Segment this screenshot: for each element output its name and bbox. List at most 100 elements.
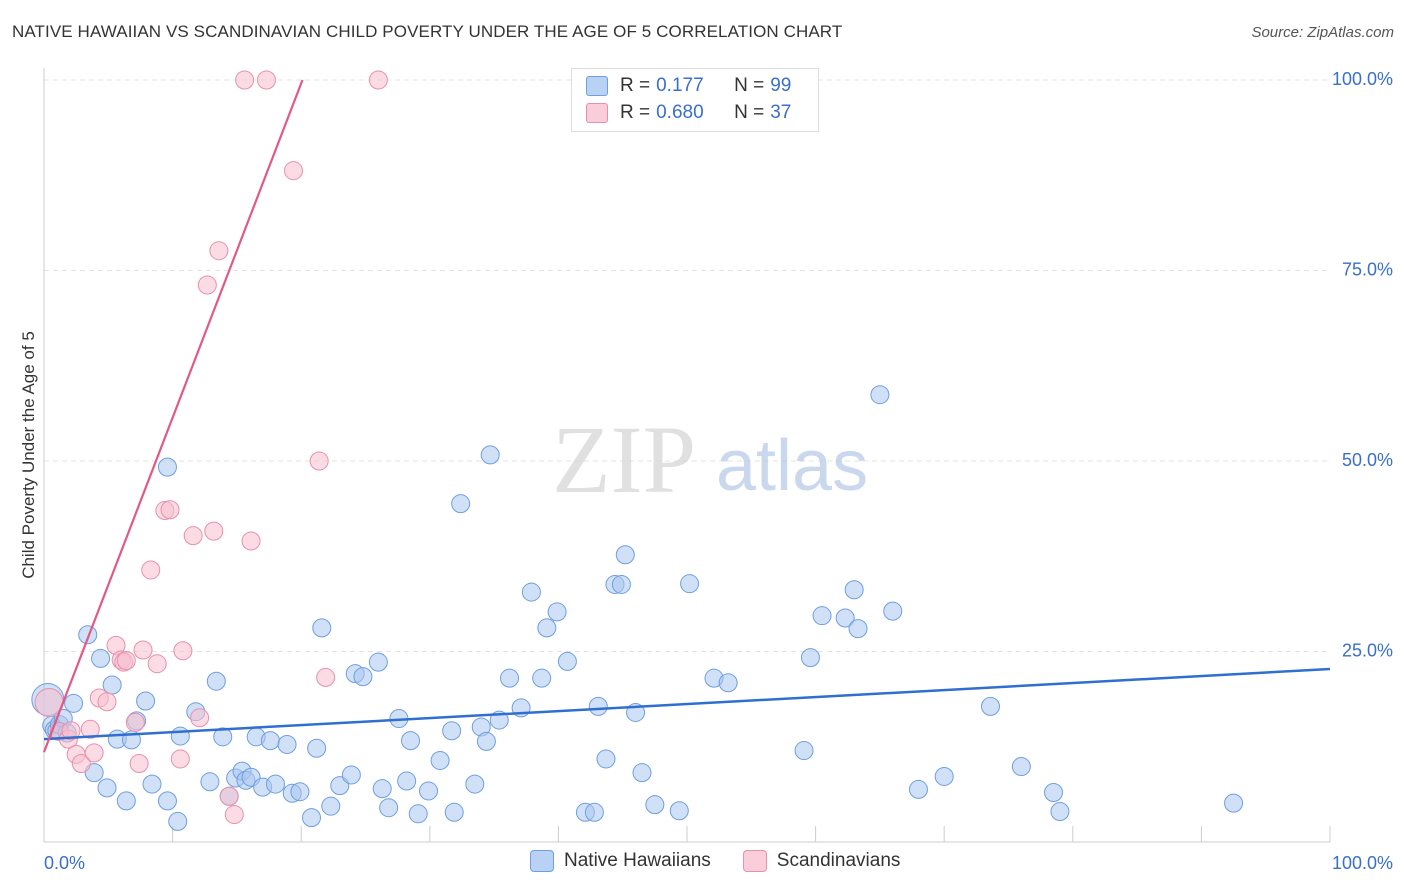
y-axis-label: Child Poverty Under the Age of 5: [19, 331, 38, 579]
data-point-scandinavian: [80, 719, 100, 739]
legend-r-label: R =: [620, 75, 651, 96]
data-point-scandinavian: [160, 500, 180, 520]
data-point-native-hawaiian: [430, 750, 450, 770]
legend-n-value: 99: [770, 75, 792, 96]
data-point-scandinavian: [241, 531, 261, 551]
data-point-native-hawaiian: [200, 772, 220, 792]
data-point-native-hawaiian: [157, 791, 177, 811]
trend-line-scandinavians: [42, 79, 304, 753]
legend-row-scandinavians: R = 0.680 N = 37: [586, 101, 791, 125]
data-point-native-hawaiian: [596, 749, 616, 769]
data-point-native-hawaiian: [632, 763, 652, 783]
data-point-native-hawaiian: [397, 771, 417, 791]
data-point-native-hawaiian: [97, 778, 117, 798]
data-point-scandinavian: [133, 640, 153, 660]
data-point-native-hawaiian: [312, 618, 332, 638]
data-point-native-hawaiian: [307, 738, 327, 758]
gridlines: [44, 79, 1330, 652]
data-point-scandinavian: [141, 560, 161, 580]
data-point-native-hawaiian: [1044, 782, 1064, 802]
legend-r-value: 0.177: [656, 75, 704, 96]
data-point-native-hawaiian: [341, 765, 361, 785]
data-point-native-hawaiian: [260, 731, 280, 751]
data-point-scandinavian: [309, 451, 329, 471]
data-point-native-hawaiian: [800, 648, 820, 668]
data-point-native-hawaiian: [465, 774, 485, 794]
data-point-scandinavian: [316, 667, 336, 687]
data-point-native-hawaiian: [934, 766, 954, 786]
data-point-native-hawaiian: [848, 619, 868, 639]
y-tick-label: 50.0%: [1342, 450, 1393, 470]
data-point-native-hawaiian: [277, 734, 297, 754]
legend-row-native-hawaiians: R = 0.177 N = 99: [586, 74, 791, 98]
data-point-native-hawaiian: [1011, 757, 1031, 777]
data-point-scandinavian: [147, 654, 167, 674]
data-point-native-hawaiian: [680, 574, 700, 594]
data-point-native-hawaiian: [353, 667, 373, 687]
data-point-native-hawaiian: [442, 721, 462, 741]
data-point-scandinavian: [256, 70, 276, 90]
data-point-scandinavian: [183, 526, 203, 546]
legend-n-label: N =: [734, 102, 765, 123]
data-point-native-hawaiian: [290, 782, 310, 802]
data-point-native-hawaiian: [168, 811, 188, 831]
x-tick-label-start: 0.0%: [44, 853, 85, 873]
data-point-native-hawaiian: [321, 796, 341, 816]
data-point-scandinavian: [283, 161, 303, 181]
legend-n-label: N =: [734, 75, 765, 96]
data-point-scandinavian: [224, 805, 244, 825]
data-point-native-hawaiian: [669, 801, 689, 821]
data-point-native-hawaiian: [78, 625, 98, 645]
data-point-native-hawaiian: [368, 652, 388, 672]
data-point-native-hawaiian: [532, 668, 552, 688]
trend-line-native-hawaiians: [43, 667, 1331, 741]
data-point-native-hawaiian: [547, 602, 567, 622]
data-point-scandinavian: [97, 692, 117, 712]
data-point-native-hawaiian: [142, 774, 162, 794]
watermark-zip: ZIP: [552, 406, 696, 513]
data-point-native-hawaiian: [883, 601, 903, 621]
data-point-native-hawaiian: [372, 779, 392, 799]
data-point-scandinavian: [116, 651, 136, 671]
source-label: Source: ZipAtlas.com: [1251, 24, 1394, 41]
legend-swatch-pink: [586, 103, 608, 123]
y-tick-label: 75.0%: [1342, 260, 1393, 280]
y-tick-label: 100.0%: [1332, 69, 1393, 89]
data-point-native-hawaiian: [401, 731, 421, 751]
data-point-scandinavian: [173, 641, 193, 661]
data-point-native-hawaiian: [64, 693, 84, 713]
data-point-scandinavian: [61, 721, 81, 741]
data-point-native-hawaiian: [812, 606, 832, 626]
data-point-native-hawaiian: [908, 779, 928, 799]
data-point-native-hawaiian: [1050, 802, 1070, 822]
data-point-native-hawaiian: [408, 804, 428, 824]
data-point-native-hawaiian: [584, 802, 604, 822]
data-point-native-hawaiian: [611, 574, 631, 594]
stats-legend: R = 0.177 N = 99 R = 0.680 N = 37: [571, 68, 819, 132]
legend-swatch-blue: [530, 850, 554, 872]
data-point-native-hawaiian: [588, 696, 608, 716]
data-point-native-hawaiian: [835, 608, 855, 628]
data-point-native-hawaiian: [91, 648, 111, 668]
data-point-scandinavian: [209, 241, 229, 261]
data-point-scandinavian: [197, 275, 217, 295]
y-tick-labels: 25.0% 50.0% 75.0% 100.0%: [1332, 69, 1393, 661]
data-point-scandinavian: [84, 743, 104, 763]
legend-r-label: R =: [620, 102, 651, 123]
x-tick-labels: 0.0% 100.0%: [44, 853, 1393, 873]
data-point-native-hawaiian: [206, 671, 226, 691]
data-point-native-hawaiian: [1224, 793, 1244, 813]
legend-r-value: 0.680: [656, 102, 704, 123]
data-point-native-hawaiian: [870, 385, 890, 405]
trend-lines: [42, 79, 1331, 753]
watermark-atlas: atlas: [716, 426, 868, 506]
data-point-native-hawaiian: [645, 795, 665, 815]
legend-swatch-blue: [586, 76, 608, 96]
data-point-native-hawaiian: [451, 494, 471, 514]
data-point-native-hawaiian: [419, 781, 439, 801]
data-point-scandinavian: [204, 521, 224, 541]
data-point-native-hawaiian: [84, 763, 104, 783]
legend-label-native-hawaiians: Native Hawaiians: [564, 850, 711, 871]
data-point-native-hawaiian: [301, 808, 321, 828]
